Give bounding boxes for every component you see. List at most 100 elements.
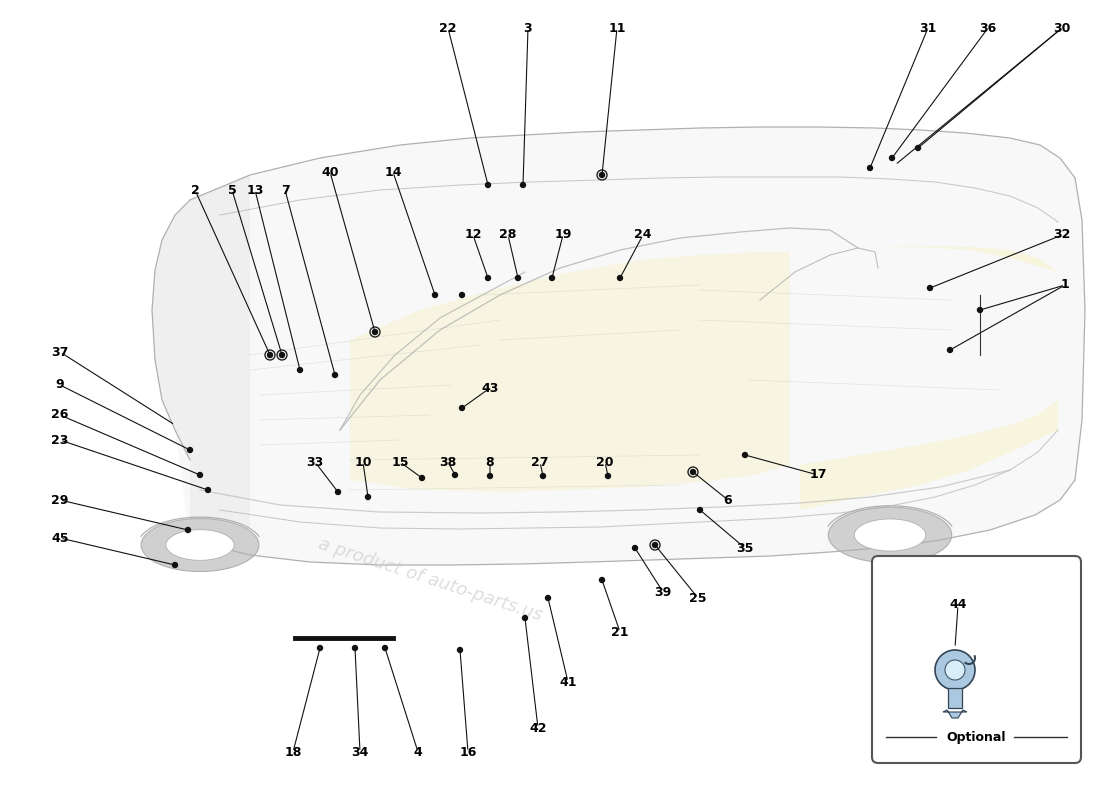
Circle shape [915, 146, 921, 150]
Polygon shape [948, 688, 962, 708]
Polygon shape [350, 252, 790, 492]
Text: 15: 15 [392, 455, 409, 469]
Circle shape [632, 546, 638, 550]
Circle shape [600, 173, 605, 178]
Circle shape [173, 562, 177, 567]
Text: 42: 42 [529, 722, 547, 734]
Circle shape [419, 475, 425, 481]
Text: 26: 26 [52, 409, 68, 422]
Circle shape [520, 182, 526, 187]
Circle shape [198, 473, 202, 478]
Text: 38: 38 [439, 455, 456, 469]
Text: 21: 21 [612, 626, 629, 638]
Text: 40: 40 [321, 166, 339, 178]
Text: 10: 10 [354, 455, 372, 469]
Circle shape [890, 155, 894, 161]
Text: 13: 13 [246, 183, 264, 197]
Text: 31: 31 [920, 22, 937, 34]
Text: 7: 7 [280, 183, 289, 197]
Text: 4: 4 [414, 746, 422, 758]
Text: 19: 19 [554, 229, 572, 242]
Circle shape [383, 646, 387, 650]
Circle shape [206, 487, 210, 493]
Text: a product of auto-parts.us: a product of auto-parts.us [316, 535, 544, 625]
Circle shape [186, 527, 190, 533]
Circle shape [187, 447, 192, 453]
Circle shape [279, 353, 285, 358]
Circle shape [452, 473, 458, 478]
Circle shape [600, 578, 605, 582]
Circle shape [522, 615, 528, 621]
Polygon shape [166, 530, 234, 560]
Circle shape [352, 646, 358, 650]
Circle shape [318, 646, 322, 650]
Text: 3: 3 [524, 22, 532, 34]
Circle shape [605, 474, 610, 478]
Text: 17: 17 [810, 469, 827, 482]
Circle shape [742, 453, 748, 458]
Text: 33: 33 [307, 455, 323, 469]
Text: 37: 37 [52, 346, 68, 358]
Circle shape [460, 293, 464, 298]
Text: 23: 23 [52, 434, 68, 446]
Circle shape [691, 470, 695, 474]
Polygon shape [945, 660, 965, 680]
Text: 16: 16 [460, 746, 476, 758]
Text: 45: 45 [52, 531, 68, 545]
Circle shape [432, 293, 438, 298]
Text: 32: 32 [1054, 229, 1070, 242]
Circle shape [332, 373, 338, 378]
Polygon shape [800, 246, 1058, 510]
Circle shape [947, 347, 953, 353]
Text: 24: 24 [635, 229, 651, 242]
Circle shape [373, 330, 377, 334]
FancyBboxPatch shape [872, 556, 1081, 763]
Circle shape [978, 307, 982, 313]
Circle shape [487, 474, 493, 478]
Text: 9: 9 [56, 378, 64, 391]
Circle shape [336, 490, 341, 494]
Text: 29: 29 [52, 494, 68, 506]
Text: 30: 30 [1054, 22, 1070, 34]
Polygon shape [141, 518, 258, 571]
Text: 34: 34 [351, 746, 369, 758]
Polygon shape [935, 650, 975, 690]
Text: 25: 25 [690, 591, 706, 605]
Circle shape [652, 542, 658, 547]
Circle shape [460, 406, 464, 410]
Polygon shape [152, 127, 1085, 565]
Text: 20: 20 [596, 455, 614, 469]
Text: 43: 43 [482, 382, 498, 394]
Circle shape [516, 275, 520, 281]
Text: 12: 12 [464, 229, 482, 242]
Text: 8: 8 [486, 455, 494, 469]
Text: 44: 44 [949, 598, 967, 611]
Text: 14: 14 [384, 166, 402, 178]
Text: 2: 2 [190, 183, 199, 197]
Text: 22: 22 [439, 22, 456, 34]
Circle shape [485, 275, 491, 281]
Circle shape [927, 286, 933, 290]
Circle shape [550, 275, 554, 281]
Circle shape [868, 166, 872, 170]
Polygon shape [855, 519, 926, 551]
Text: 6: 6 [724, 494, 733, 506]
Circle shape [617, 275, 623, 281]
Text: 5: 5 [228, 183, 236, 197]
Text: 11: 11 [608, 22, 626, 34]
Circle shape [485, 182, 491, 187]
Circle shape [697, 507, 703, 513]
Text: 36: 36 [979, 22, 997, 34]
Text: 18: 18 [284, 746, 301, 758]
Text: Optional: Optional [947, 730, 1007, 743]
Text: 41: 41 [559, 675, 576, 689]
Circle shape [297, 367, 302, 373]
Polygon shape [828, 507, 952, 562]
Text: 27: 27 [531, 455, 549, 469]
Polygon shape [943, 710, 967, 718]
Text: 28: 28 [499, 229, 517, 242]
Circle shape [267, 353, 273, 358]
Circle shape [540, 474, 546, 478]
Circle shape [458, 647, 462, 653]
Text: 1: 1 [1060, 278, 1069, 291]
